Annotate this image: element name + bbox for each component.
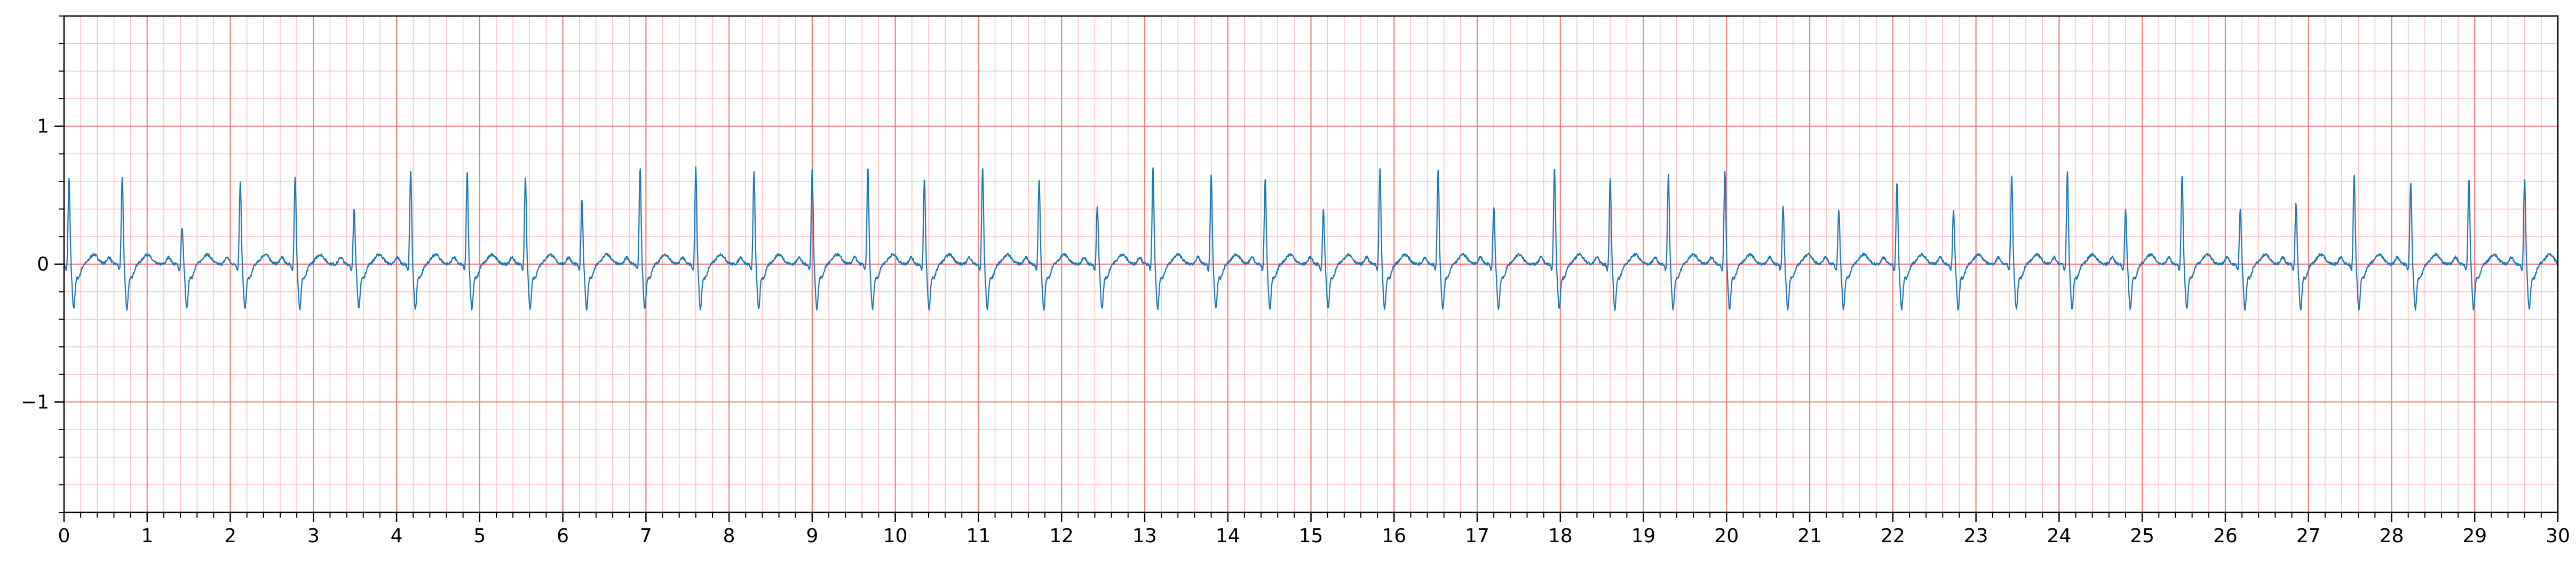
x-tick-label: 28 [2380,525,2404,547]
x-tick-label: 5 [473,525,486,547]
x-tick-label: 23 [1964,525,1988,547]
x-tick-label: 14 [1216,525,1240,547]
x-tick-label: 3 [307,525,320,547]
x-tick-label: 30 [2546,525,2570,547]
y-tick-label: 1 [37,116,49,138]
x-tick-label: 29 [2462,525,2487,547]
x-tick-label: 27 [2296,525,2321,547]
x-tick-label: 8 [723,525,735,547]
x-tick-label: 15 [1299,525,1323,547]
x-tick-label: 12 [1049,525,1074,547]
x-tick-label: 11 [966,525,991,547]
ecg-trace-line [63,166,2559,311]
x-tick-label: 4 [391,525,403,547]
x-tick-label: 25 [2130,525,2154,547]
x-tick-label: 6 [557,525,569,547]
x-tick-label: 19 [1631,525,1656,547]
x-tick-label: 18 [1548,525,1573,547]
x-tick-label: 10 [883,525,908,547]
y-tick-label: 0 [37,253,49,275]
x-tick-label: 24 [2047,525,2071,547]
x-tick-label: 0 [58,525,70,547]
x-tick-label: 21 [1797,525,1822,547]
x-tick-label: 17 [1465,525,1489,547]
y-axis: 1 0 −1 [21,15,64,513]
x-tick-label: 1 [141,525,153,547]
x-tick-label: 22 [1881,525,1905,547]
x-tick-label: 16 [1382,525,1406,547]
x-tick-label: 7 [640,525,652,547]
x-tick-label: 13 [1132,525,1157,547]
y-tick-label: −1 [21,391,49,413]
x-tick-label: 20 [1714,525,1739,547]
x-tick-label: 9 [806,525,818,547]
x-tick-label: 26 [2213,525,2238,547]
x-tick-label: 2 [224,525,236,547]
x-axis: 0 1 2 3 4 5 6 7 8 9 10 11 12 13 14 15 16 17 18 19 20 21 22 23 24… [58,512,2570,547]
